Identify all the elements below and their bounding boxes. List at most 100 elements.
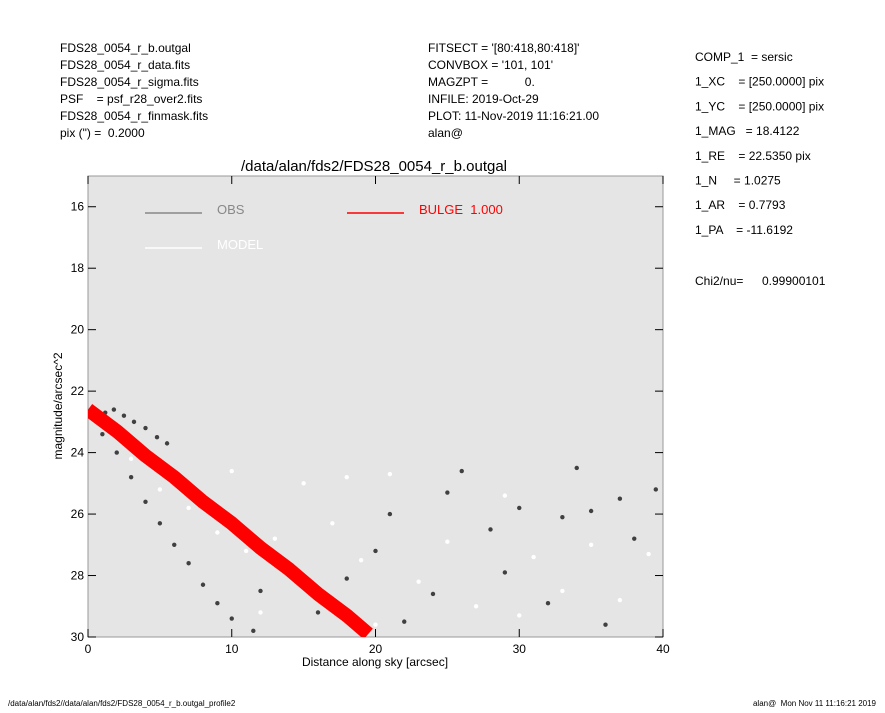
data-point <box>473 604 479 609</box>
data-point <box>459 468 464 474</box>
y-tick-label: 26 <box>71 507 85 521</box>
header-line: pix (") = 0.2000 <box>60 126 145 140</box>
data-point <box>128 456 134 461</box>
data-point <box>330 521 335 526</box>
chart-title: /data/alan/fds2/FDS28_0054_r_b.outgal <box>241 158 507 175</box>
data-point <box>131 419 137 425</box>
y-tick-label: 28 <box>71 569 85 583</box>
data-point <box>143 425 148 431</box>
data-point <box>344 474 349 480</box>
data-point <box>121 413 127 418</box>
data-point <box>560 514 565 520</box>
data-point <box>315 610 321 615</box>
data-point <box>251 628 256 634</box>
legend-label: BULGE 1.000 <box>419 202 503 217</box>
x-tick-label: 20 <box>369 642 383 656</box>
fit-param: 1_PA = -11.6192 <box>695 223 793 237</box>
data-point <box>186 505 191 511</box>
data-point <box>387 511 393 517</box>
data-point <box>243 548 249 554</box>
plot-area <box>87 175 664 638</box>
data-point <box>531 554 536 560</box>
legend-label: MODEL <box>217 237 263 252</box>
header-line: MAGZPT = 0. <box>428 75 535 89</box>
data-point <box>373 622 378 627</box>
data-point <box>646 551 651 557</box>
header-line: CONVBOX = '101, 101' <box>428 58 553 72</box>
data-point <box>358 557 364 563</box>
fit-param: 1_RE = 22.5350 pix <box>695 149 811 163</box>
data-point <box>301 481 306 486</box>
y-axis-label: magnitude/arcsec^2 <box>51 352 65 459</box>
fit-param: 1_N = 1.0275 <box>695 174 781 188</box>
footer-stamp: alan@ Mon Nov 11 11:16:21 2019 <box>753 699 877 708</box>
header-line: FDS28_0054_r_data.fits <box>60 58 190 72</box>
data-point <box>215 600 220 606</box>
data-point <box>344 576 349 581</box>
data-point <box>402 619 407 624</box>
fit-param: COMP_1 = sersic <box>695 50 793 64</box>
legend-label: OBS <box>217 202 245 217</box>
data-point <box>632 536 637 541</box>
data-point <box>272 536 278 541</box>
y-tick-label: 24 <box>71 446 85 460</box>
y-tick-label: 30 <box>71 630 85 644</box>
data-point <box>588 508 594 514</box>
data-point <box>128 474 134 480</box>
header-line: FDS28_0054_r_sigma.fits <box>60 75 199 89</box>
x-tick-label: 40 <box>656 642 670 656</box>
data-point <box>653 487 659 492</box>
data-point <box>172 542 177 547</box>
data-point <box>603 622 608 627</box>
x-tick-label: 10 <box>225 642 239 656</box>
data-point <box>545 600 551 606</box>
data-point <box>445 539 450 544</box>
data-point <box>445 490 450 495</box>
fit-param: 1_MAG = 18.4122 <box>695 124 800 138</box>
fit-param: 1_XC = [250.0000] pix <box>695 75 824 89</box>
data-point <box>229 468 234 474</box>
header-line: FDS28_0054_r_b.outgal <box>60 41 191 55</box>
data-point <box>200 582 206 587</box>
y-tick-label: 20 <box>71 323 85 337</box>
x-tick-label: 0 <box>85 642 92 656</box>
data-point <box>488 527 493 532</box>
data-point <box>143 499 148 504</box>
y-tick-label: 18 <box>71 261 85 275</box>
chi2-value: 0.99900101 <box>762 274 826 288</box>
header-line: INFILE: 2019-Oct-29 <box>428 92 539 106</box>
x-axis-label: Distance along sky [arcsec] <box>302 655 448 669</box>
header-line: PLOT: 11-Nov-2019 11:16:21.00 <box>428 109 599 123</box>
data-point <box>502 570 508 575</box>
x-tick-label: 30 <box>513 642 527 656</box>
data-point <box>617 597 623 603</box>
data-point <box>373 548 378 554</box>
data-point <box>186 561 191 566</box>
data-point <box>517 613 522 618</box>
data-point <box>229 616 234 621</box>
header-line: FDS28_0054_r_finmask.fits <box>60 109 208 123</box>
y-tick-label: 22 <box>71 384 85 398</box>
data-point <box>215 530 220 535</box>
data-point <box>258 588 263 594</box>
data-point <box>517 505 522 511</box>
header-line: PSF = psf_r28_over2.fits <box>60 92 202 106</box>
chi2-label: Chi2/nu= <box>695 274 743 288</box>
data-point <box>502 493 508 498</box>
bulge-band <box>88 403 373 637</box>
data-point <box>114 450 119 455</box>
y-tick-label: 16 <box>71 200 85 214</box>
data-point <box>164 441 170 446</box>
footer-path: /data/alan/fds2//data/alan/fds2/FDS28_00… <box>8 699 236 708</box>
data-point <box>617 496 623 501</box>
header-line: alan@ <box>428 126 463 140</box>
data-point <box>258 610 263 615</box>
data-point <box>154 435 160 440</box>
fit-param: 1_AR = 0.7793 <box>695 198 786 212</box>
fit-param: 1_YC = [250.0000] pix <box>695 99 824 113</box>
data-point <box>387 471 393 477</box>
data-point <box>430 591 436 597</box>
data-point <box>100 431 105 437</box>
